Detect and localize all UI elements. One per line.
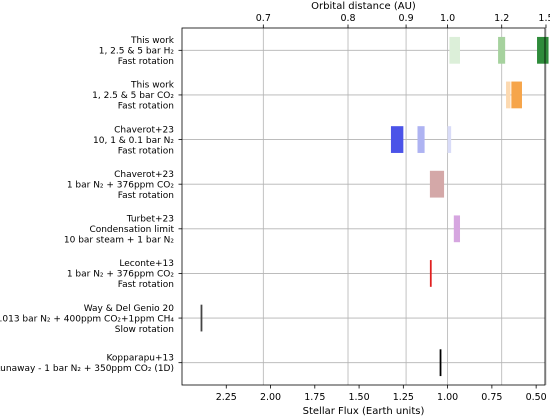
top-tick-label: 1.5 <box>538 13 550 24</box>
x-tick-label: 1.25 <box>393 392 414 403</box>
x-tick-label: 1.75 <box>304 392 325 403</box>
x-tick-label: 1.00 <box>437 392 458 403</box>
row-label-line: Turbet+23 <box>126 215 174 225</box>
row-label-line: Slow rotation <box>115 325 174 335</box>
row-label-line: 1 bar N₂ + 376ppm CO₂ <box>67 180 175 190</box>
top-tick-label: 0.8 <box>340 13 355 24</box>
range-bar <box>439 349 442 377</box>
range-bar <box>511 81 522 109</box>
range-bar <box>417 126 425 153</box>
row-label-line: Fast rotation <box>118 191 174 201</box>
row-label-line: This work <box>130 36 175 46</box>
range-bar <box>429 260 432 287</box>
row-label-line: Chaverot+23 <box>114 125 174 135</box>
row-label-line: Fast rotation <box>118 146 174 156</box>
top-x-axis: 0.7 0.8 0.9 1.0 1.2 1.5 <box>256 13 550 28</box>
row-label-line: Chaverot+23 <box>114 170 174 180</box>
top-tick-label: 0.9 <box>399 13 414 24</box>
row-label-line: Leconte+13 <box>119 259 174 269</box>
row-label-line: 1.013 bar N₂ + 400ppm CO₂+1ppm CH₄ <box>0 314 174 324</box>
row-label-line: 1 bar N₂ + 376ppm CO₂ <box>67 270 175 280</box>
row-label-line: Way & Del Genio 20 <box>84 304 175 314</box>
plot-frame <box>181 27 546 386</box>
top-tick-label: 1.2 <box>494 13 509 24</box>
range-bar <box>429 170 445 198</box>
range-bar <box>506 81 511 109</box>
row-label-line: Condensation limit <box>89 225 174 235</box>
range-bar <box>447 126 452 153</box>
row-label-line: 10 bar steam + 1 bar N₂ <box>64 236 175 246</box>
row-label-line: Runaway - 1 bar N₂ + 350ppm CO₂ (1D) <box>0 364 174 374</box>
top-tick-label: 0.7 <box>256 13 271 24</box>
row-label-line: 1, 2.5 & 5 bar CO₂ <box>92 91 174 101</box>
x-tick-label: 2.25 <box>216 392 237 403</box>
range-bar <box>498 36 506 64</box>
range-bar <box>200 304 203 332</box>
row-label-line: Fast rotation <box>118 102 174 112</box>
row-label-line: Fast rotation <box>118 57 174 67</box>
top-axis-label: Orbital distance (AU) <box>311 1 416 12</box>
bottom-x-axis: 2.25 2.00 1.75 1.50 1.25 1.00 0.75 0.50 <box>216 385 547 403</box>
row-label-line: Kopparapu+13 <box>106 354 174 364</box>
top-tick-label: 1.0 <box>440 13 455 24</box>
row-label-line: Fast rotation <box>118 280 174 290</box>
range-bar <box>390 126 404 153</box>
x-tick-label: 2.00 <box>260 392 281 403</box>
x-axis-label: Stellar Flux (Earth units) <box>303 406 425 417</box>
x-tick-label: 0.50 <box>526 392 547 403</box>
row-label-line: 10, 1 & 0.1 bar N₂ <box>93 136 174 146</box>
row-label-line: This work <box>130 81 175 91</box>
row-label-line: 1, 2.5 & 5 bar H₂ <box>99 47 175 57</box>
bars <box>200 36 549 377</box>
range-bar <box>537 36 549 64</box>
x-tick-label: 0.75 <box>481 392 502 403</box>
x-tick-label: 1.50 <box>348 392 369 403</box>
range-bar <box>449 36 461 64</box>
range-bar <box>453 215 461 243</box>
grid <box>182 28 547 385</box>
